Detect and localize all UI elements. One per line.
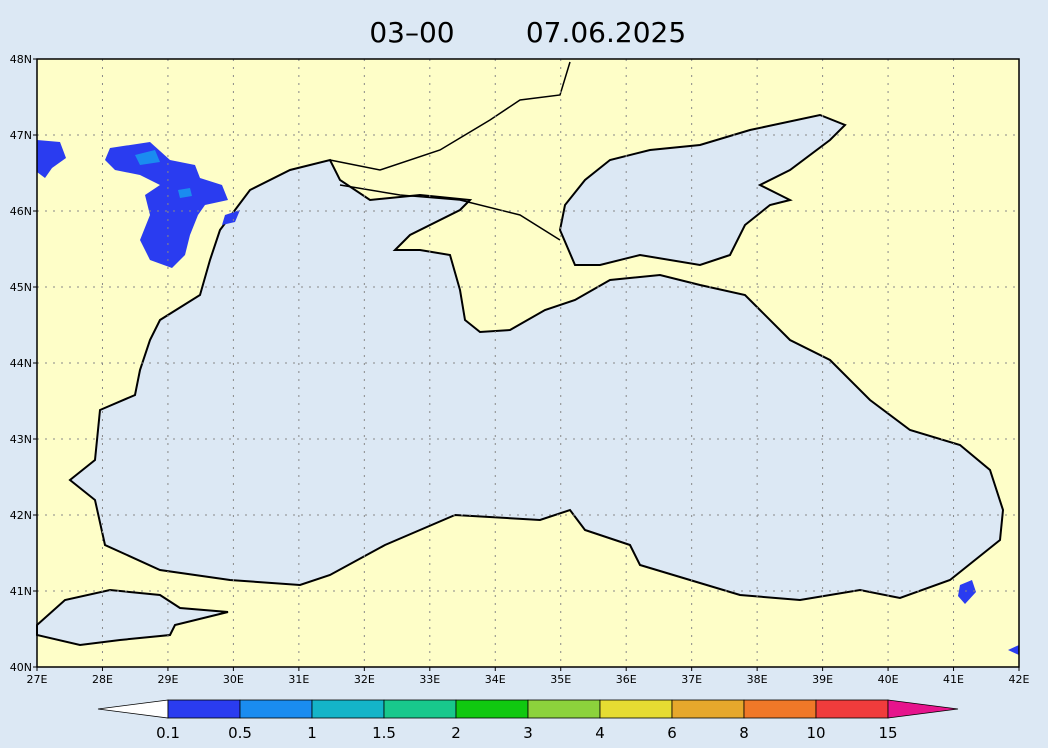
colorbar-over [887, 699, 959, 719]
lat-tick-label: 45N [10, 281, 32, 294]
lon-tick-label: 40E [878, 673, 899, 686]
colorbar-label: 10 [806, 724, 825, 742]
dnieper-coast [329, 61, 571, 241]
colorbar-label: 1.5 [372, 724, 396, 742]
lon-tick-label: 28E [92, 673, 113, 686]
colorbar-label: 0.1 [156, 724, 180, 742]
lon-tick-label: 36E [616, 673, 637, 686]
lat-tick-label: 44N [10, 357, 32, 370]
sea-of-azov [558, 113, 847, 267]
lon-tick-label: 32E [354, 673, 375, 686]
map-area [36, 58, 1020, 668]
colorbar-box [383, 699, 457, 719]
lon-tick-label: 31E [288, 673, 309, 686]
black-sea [68, 158, 1005, 602]
colorbar-label: 15 [878, 724, 897, 742]
colorbar-box [527, 699, 601, 719]
lat-tick-label: 47N [10, 129, 32, 142]
lon-tick-label: 38E [747, 673, 768, 686]
lon-tick-label: 37E [681, 673, 702, 686]
lon-tick-label: 39E [812, 673, 833, 686]
colorbar-label: 1 [307, 724, 317, 742]
precip-area-light [135, 150, 192, 198]
lat-tick-label: 41N [10, 585, 32, 598]
lat-tick-label: 42N [10, 509, 32, 522]
colorbar-box [671, 699, 745, 719]
colorbar-box [239, 699, 313, 719]
title-date: 07.06.2025 [526, 16, 686, 49]
colorbar-box [743, 699, 817, 719]
lat-tick-label: 48N [10, 53, 32, 66]
lon-tick-label: 35E [550, 673, 571, 686]
lon-tick-label: 41E [943, 673, 964, 686]
lon-tick-label: 30E [223, 673, 244, 686]
lat-tick-label: 40N [10, 661, 32, 674]
lat-tick-label: 46N [10, 205, 32, 218]
colorbar-label: 4 [595, 724, 605, 742]
lon-tick-label: 34E [485, 673, 506, 686]
lat-tick-label: 43N [10, 433, 32, 446]
colorbar-box [167, 699, 241, 719]
colorbar: 0.1 0.5 1 1.5 2 3 4 6 8 10 15 [97, 699, 959, 742]
colorbar-label: 3 [523, 724, 533, 742]
lon-tick-label: 27E [27, 673, 48, 686]
sea-of-marmara [36, 588, 229, 647]
lon-tick-label: 29E [157, 673, 178, 686]
title-time: 03–00 [369, 16, 454, 49]
colorbar-box [599, 699, 673, 719]
colorbar-label: 0.5 [228, 724, 252, 742]
colorbar-label: 6 [667, 724, 677, 742]
colorbar-label: 2 [451, 724, 461, 742]
colorbar-label: 8 [739, 724, 749, 742]
colorbar-box [455, 699, 529, 719]
colorbar-box [815, 699, 889, 719]
lon-tick-label: 33E [419, 673, 440, 686]
lon-tick-label: 42E [1009, 673, 1030, 686]
colorbar-box [311, 699, 385, 719]
